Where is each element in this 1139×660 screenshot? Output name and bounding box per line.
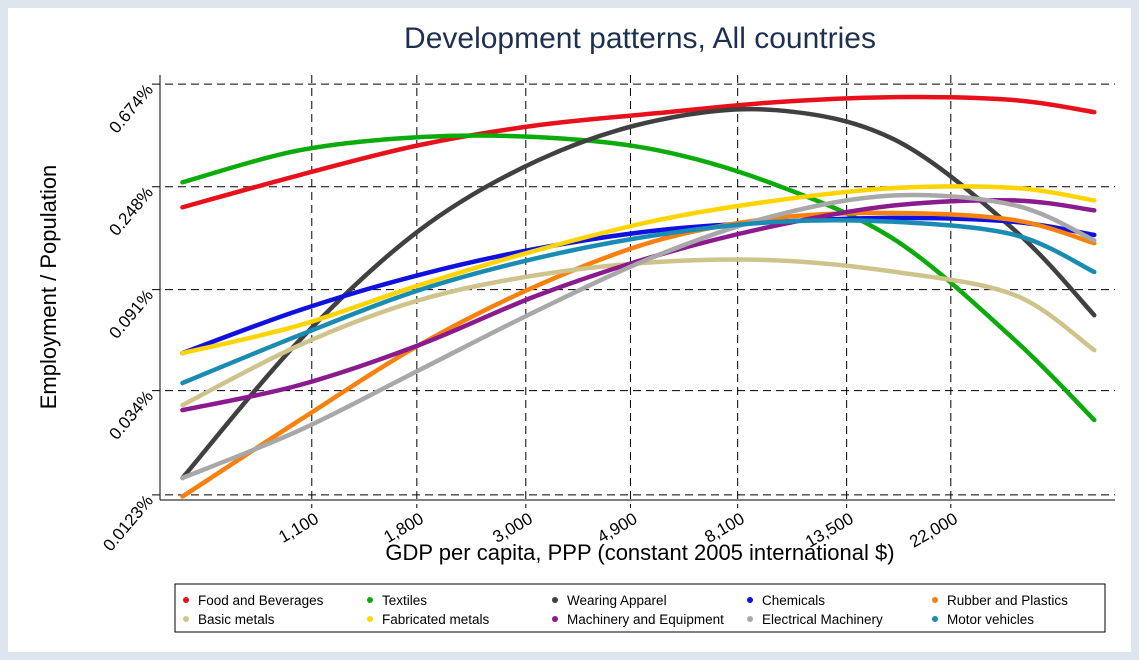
legend-label: Chemicals — [762, 593, 825, 608]
legend-marker — [747, 616, 753, 622]
legend-label: Food and Beverages — [198, 593, 324, 608]
line-series — [180, 94, 1097, 210]
legend-marker — [932, 616, 938, 622]
legend-label: Motor vehicles — [947, 612, 1034, 627]
legend-label: Rubber and Plastics — [947, 593, 1068, 608]
legend — [174, 583, 1106, 633]
legend-label: Fabricated metals — [382, 612, 490, 627]
legend-label: Machinery and Equipment — [567, 612, 724, 627]
panel — [8, 8, 1131, 652]
x-axis-title: GDP per capita, PPP (constant 2005 inter… — [385, 540, 894, 565]
legend-marker — [367, 616, 373, 622]
legend-marker — [552, 597, 558, 603]
line-series — [180, 192, 1097, 481]
legend-marker — [183, 597, 189, 603]
line-series — [180, 133, 1097, 423]
legend-marker — [552, 616, 558, 622]
line-series — [180, 210, 1097, 499]
line-series — [180, 184, 1097, 356]
legend-label: Basic metals — [198, 612, 275, 627]
legend-marker — [367, 597, 373, 603]
line-series — [180, 257, 1097, 408]
legend-label: Electrical Machinery — [762, 612, 883, 627]
legend-marker — [932, 597, 938, 603]
y-axis-title: Employment / Population — [36, 165, 61, 410]
line-series — [180, 215, 1097, 356]
line-series — [180, 218, 1097, 386]
legend-marker — [747, 597, 753, 603]
legend-label: Wearing Apparel — [567, 593, 667, 608]
legend-label: Textiles — [382, 593, 427, 608]
legend-marker — [183, 616, 189, 622]
chart-title: Development patterns, All countries — [404, 22, 876, 55]
